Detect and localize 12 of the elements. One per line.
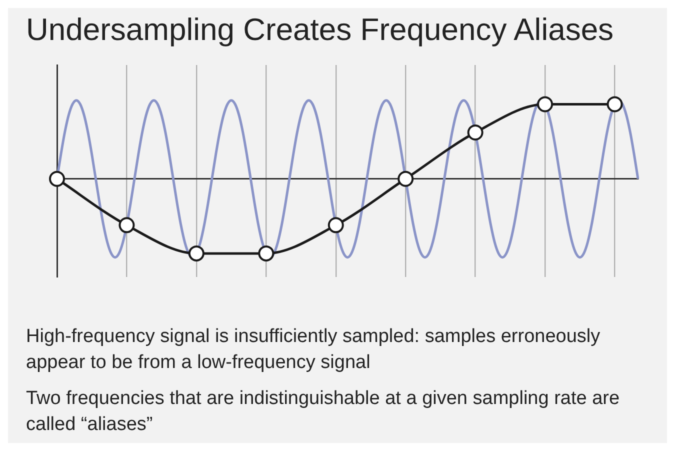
text: Two frequencies that are indistinguishable at a given sampling rate are called “aliases” (26, 387, 621, 437)
text: High-frequency signal is insufficiently sampled: samples erroneously appear to be from a low-frequency signal (26, 325, 602, 375)
point (258, 245, 274, 262)
point (118, 217, 135, 234)
point (398, 170, 414, 187)
point (467, 124, 484, 141)
point (328, 217, 344, 234)
point (537, 96, 554, 112)
point (606, 96, 623, 112)
point (49, 170, 65, 187)
chart-title: Undersampling Creates Frequency Aliases (25, 11, 615, 49)
point (188, 245, 204, 262)
